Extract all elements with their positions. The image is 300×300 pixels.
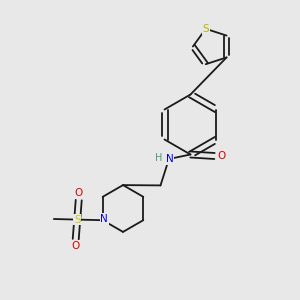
Text: N: N: [166, 154, 173, 164]
Text: O: O: [75, 188, 83, 199]
Text: O: O: [72, 241, 80, 251]
Text: N: N: [100, 214, 108, 224]
Text: S: S: [202, 24, 209, 34]
Text: S: S: [74, 214, 80, 225]
Text: O: O: [217, 151, 225, 161]
Text: H: H: [155, 153, 162, 163]
